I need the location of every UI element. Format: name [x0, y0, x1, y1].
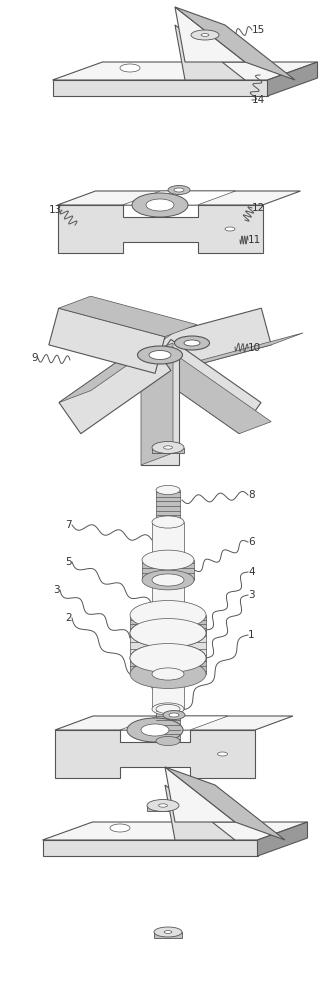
- Text: 7: 7: [65, 520, 72, 530]
- Ellipse shape: [120, 64, 140, 72]
- Ellipse shape: [110, 824, 130, 832]
- Ellipse shape: [152, 609, 184, 621]
- Polygon shape: [55, 730, 255, 778]
- Polygon shape: [58, 191, 300, 205]
- Ellipse shape: [191, 30, 219, 40]
- Ellipse shape: [152, 574, 184, 586]
- Polygon shape: [59, 339, 171, 434]
- Text: 10: 10: [248, 343, 261, 353]
- Polygon shape: [130, 615, 206, 633]
- Polygon shape: [149, 359, 271, 434]
- Ellipse shape: [152, 668, 184, 680]
- Polygon shape: [43, 840, 258, 856]
- Polygon shape: [152, 580, 184, 615]
- Polygon shape: [141, 355, 179, 465]
- Text: 11: 11: [248, 235, 261, 245]
- Text: 4: 4: [248, 567, 255, 577]
- Polygon shape: [120, 716, 228, 730]
- Polygon shape: [152, 674, 184, 709]
- Ellipse shape: [130, 660, 206, 688]
- Polygon shape: [58, 205, 263, 253]
- Polygon shape: [130, 658, 206, 674]
- Polygon shape: [59, 327, 181, 403]
- Text: 15: 15: [252, 25, 265, 35]
- Ellipse shape: [130, 619, 206, 647]
- Ellipse shape: [156, 704, 180, 714]
- Polygon shape: [147, 806, 179, 810]
- Text: 3: 3: [53, 585, 60, 595]
- Text: 12: 12: [252, 203, 265, 213]
- Ellipse shape: [152, 516, 184, 528]
- Ellipse shape: [152, 554, 184, 566]
- Ellipse shape: [130, 601, 206, 629]
- Text: 1: 1: [248, 630, 255, 640]
- Text: 6: 6: [248, 537, 255, 547]
- Polygon shape: [53, 62, 318, 80]
- Polygon shape: [165, 785, 235, 840]
- Ellipse shape: [174, 188, 184, 192]
- Ellipse shape: [156, 736, 180, 746]
- Polygon shape: [55, 716, 293, 730]
- Ellipse shape: [156, 517, 180, 527]
- Text: 2: 2: [65, 613, 72, 623]
- Ellipse shape: [225, 227, 235, 231]
- Polygon shape: [155, 308, 271, 373]
- Polygon shape: [53, 80, 268, 96]
- Polygon shape: [141, 343, 173, 465]
- Text: 13: 13: [49, 205, 62, 215]
- Polygon shape: [156, 709, 180, 741]
- Ellipse shape: [201, 34, 209, 36]
- Text: 5: 5: [65, 557, 72, 567]
- Ellipse shape: [175, 336, 209, 350]
- Polygon shape: [154, 932, 182, 938]
- Text: 3: 3: [248, 590, 255, 600]
- Ellipse shape: [169, 713, 179, 717]
- Polygon shape: [165, 767, 235, 822]
- Polygon shape: [149, 339, 261, 434]
- Ellipse shape: [142, 570, 194, 590]
- Ellipse shape: [152, 703, 184, 715]
- Ellipse shape: [163, 710, 185, 720]
- Ellipse shape: [142, 550, 194, 570]
- Ellipse shape: [130, 644, 206, 672]
- Polygon shape: [130, 633, 206, 658]
- Ellipse shape: [130, 644, 206, 672]
- Ellipse shape: [156, 485, 180, 495]
- Polygon shape: [43, 822, 308, 840]
- Polygon shape: [59, 296, 197, 337]
- Text: 9: 9: [31, 353, 38, 363]
- Ellipse shape: [158, 804, 168, 807]
- Ellipse shape: [217, 752, 227, 756]
- Ellipse shape: [127, 718, 183, 742]
- Ellipse shape: [152, 442, 184, 454]
- Polygon shape: [165, 767, 285, 840]
- Ellipse shape: [164, 931, 172, 933]
- Polygon shape: [268, 62, 318, 96]
- Polygon shape: [191, 35, 219, 41]
- Polygon shape: [258, 822, 308, 856]
- Polygon shape: [165, 333, 303, 373]
- Polygon shape: [175, 7, 245, 62]
- Polygon shape: [152, 448, 184, 452]
- Polygon shape: [152, 522, 184, 560]
- Polygon shape: [175, 7, 295, 80]
- Ellipse shape: [141, 724, 169, 736]
- Ellipse shape: [137, 346, 183, 364]
- Polygon shape: [156, 490, 180, 522]
- Polygon shape: [175, 25, 245, 80]
- Ellipse shape: [149, 351, 171, 360]
- Polygon shape: [49, 308, 165, 373]
- Polygon shape: [142, 560, 194, 580]
- Ellipse shape: [130, 619, 206, 647]
- Ellipse shape: [163, 446, 173, 449]
- Ellipse shape: [132, 193, 188, 217]
- Text: 14: 14: [252, 95, 265, 105]
- Ellipse shape: [184, 340, 200, 346]
- Ellipse shape: [168, 186, 190, 194]
- Ellipse shape: [147, 800, 179, 812]
- Ellipse shape: [146, 199, 174, 211]
- Polygon shape: [123, 191, 236, 205]
- Text: 8: 8: [248, 490, 255, 500]
- Ellipse shape: [154, 927, 182, 937]
